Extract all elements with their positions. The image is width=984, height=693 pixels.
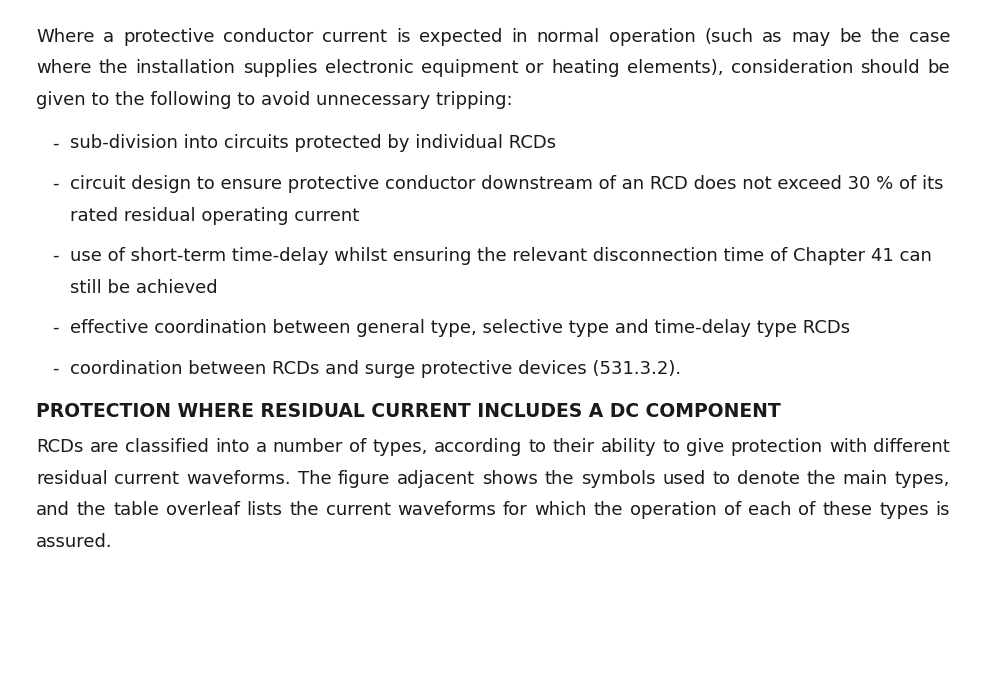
Text: may: may (791, 28, 830, 46)
Text: residual: residual (36, 470, 108, 488)
Text: types,: types, (373, 438, 428, 456)
Text: (such: (such (704, 28, 753, 46)
Text: the: the (870, 28, 899, 46)
Text: a: a (256, 438, 267, 456)
Text: -: - (52, 360, 58, 378)
Text: ability: ability (600, 438, 656, 456)
Text: different: different (873, 438, 950, 456)
Text: adjacent: adjacent (398, 470, 475, 488)
Text: types: types (879, 501, 929, 519)
Text: of: of (724, 501, 741, 519)
Text: figure: figure (338, 470, 391, 488)
Text: coordination between RCDs and surge protective devices (531.3.2).: coordination between RCDs and surge prot… (70, 360, 681, 378)
Text: with: with (829, 438, 867, 456)
Text: be: be (927, 60, 950, 78)
Text: installation: installation (136, 60, 235, 78)
Text: should: should (860, 60, 920, 78)
Text: -: - (52, 319, 58, 337)
Text: for: for (503, 501, 527, 519)
Text: the: the (98, 60, 128, 78)
Text: these: these (823, 501, 872, 519)
Text: The: The (297, 470, 332, 488)
Text: in: in (512, 28, 527, 46)
Text: electronic: electronic (325, 60, 413, 78)
Text: rated residual operating current: rated residual operating current (70, 207, 359, 225)
Text: effective coordination between general type, selective type and time-delay type : effective coordination between general t… (70, 319, 850, 337)
Text: use of short-term time-delay whilst ensuring the relevant disconnection time of : use of short-term time-delay whilst ensu… (70, 247, 932, 265)
Text: where: where (36, 60, 92, 78)
Text: current: current (326, 501, 391, 519)
Text: symbols: symbols (581, 470, 655, 488)
Text: normal: normal (536, 28, 600, 46)
Text: -: - (52, 175, 58, 193)
Text: number: number (273, 438, 343, 456)
Text: shows: shows (482, 470, 538, 488)
Text: which: which (534, 501, 587, 519)
Text: waveforms: waveforms (398, 501, 496, 519)
Text: given to the following to avoid unnecessary tripping:: given to the following to avoid unnecess… (36, 91, 513, 109)
Text: the: the (544, 470, 574, 488)
Text: lists: lists (246, 501, 282, 519)
Text: -: - (52, 134, 58, 152)
Text: each: each (748, 501, 791, 519)
Text: the: the (77, 501, 106, 519)
Text: protective: protective (123, 28, 215, 46)
Text: case: case (908, 28, 950, 46)
Text: -: - (52, 247, 58, 265)
Text: or: or (525, 60, 544, 78)
Text: the: the (807, 470, 836, 488)
Text: to: to (712, 470, 730, 488)
Text: is: is (397, 28, 410, 46)
Text: is: is (936, 501, 950, 519)
Text: current: current (114, 470, 179, 488)
Text: elements),: elements), (627, 60, 723, 78)
Text: equipment: equipment (420, 60, 519, 78)
Text: their: their (552, 438, 594, 456)
Text: Where: Where (36, 28, 94, 46)
Text: operation: operation (630, 501, 717, 519)
Text: current: current (323, 28, 388, 46)
Text: supplies: supplies (243, 60, 317, 78)
Text: operation: operation (608, 28, 696, 46)
Text: waveforms.: waveforms. (186, 470, 291, 488)
Text: are: are (90, 438, 119, 456)
Text: classified: classified (125, 438, 209, 456)
Text: consideration: consideration (731, 60, 853, 78)
Text: still be achieved: still be achieved (70, 279, 217, 297)
Text: to: to (662, 438, 680, 456)
Text: of: of (349, 438, 366, 456)
Text: denote: denote (737, 470, 800, 488)
Text: into: into (215, 438, 249, 456)
Text: of: of (798, 501, 816, 519)
Text: according: according (434, 438, 523, 456)
Text: PROTECTION WHERE RESIDUAL CURRENT INCLUDES A DC COMPONENT: PROTECTION WHERE RESIDUAL CURRENT INCLUD… (36, 402, 780, 421)
Text: assured.: assured. (36, 533, 112, 551)
Text: and: and (36, 501, 70, 519)
Text: the: the (289, 501, 319, 519)
Text: a: a (103, 28, 114, 46)
Text: heating: heating (551, 60, 620, 78)
Text: as: as (762, 28, 782, 46)
Text: RCDs: RCDs (36, 438, 84, 456)
Text: sub-division into circuits protected by individual RCDs: sub-division into circuits protected by … (70, 134, 556, 152)
Text: expected: expected (419, 28, 503, 46)
Text: table: table (113, 501, 158, 519)
Text: main: main (842, 470, 888, 488)
Text: types,: types, (894, 470, 950, 488)
Text: overleaf: overleaf (165, 501, 239, 519)
Text: give: give (687, 438, 724, 456)
Text: used: used (662, 470, 706, 488)
Text: the: the (594, 501, 624, 519)
Text: conductor: conductor (223, 28, 314, 46)
Text: be: be (839, 28, 862, 46)
Text: protection: protection (731, 438, 823, 456)
Text: to: to (528, 438, 546, 456)
Text: circuit design to ensure protective conductor downstream of an RCD does not exce: circuit design to ensure protective cond… (70, 175, 944, 193)
